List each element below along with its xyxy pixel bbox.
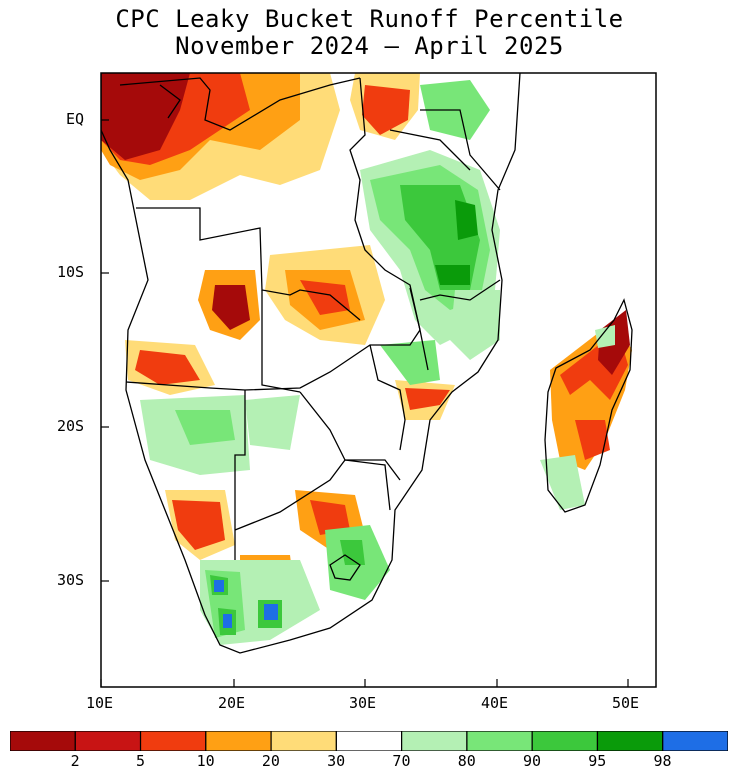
legend-swatch bbox=[466, 731, 533, 751]
legend-tick-label: 2 bbox=[70, 752, 80, 770]
dry-anomalies bbox=[101, 73, 632, 605]
lon-label-10e: 10E bbox=[86, 694, 114, 712]
lat-label-eq: EQ bbox=[66, 110, 85, 128]
legend-swatch bbox=[10, 731, 76, 751]
legend-swatch bbox=[270, 731, 337, 751]
lon-label-50e: 50E bbox=[612, 694, 640, 712]
legend-tick-label: 5 bbox=[135, 752, 145, 770]
legend-tick-label: 95 bbox=[588, 752, 607, 770]
map-title-line1: CPC Leaky Bucket Runoff Percentile bbox=[115, 5, 624, 33]
lon-label-30e: 30E bbox=[349, 694, 377, 712]
lat-label-10s: 10S bbox=[57, 263, 85, 281]
map-field bbox=[101, 73, 633, 654]
legend-swatch bbox=[74, 731, 142, 751]
legend-tick-label: 20 bbox=[261, 752, 280, 770]
legend-tick-label: 30 bbox=[327, 752, 346, 770]
coastline bbox=[101, 73, 521, 654]
legend-swatch bbox=[531, 731, 599, 751]
map-title-line2: November 2024 – April 2025 bbox=[175, 32, 564, 60]
madagascar-coast bbox=[544, 298, 633, 513]
legend-tick-label: 98 bbox=[653, 752, 672, 770]
color-legend-bar bbox=[10, 731, 728, 751]
legend-swatch bbox=[335, 731, 403, 751]
lat-label-30s: 30S bbox=[57, 571, 85, 589]
country-borders bbox=[101, 73, 633, 654]
legend-swatch bbox=[401, 731, 468, 751]
legend-tick-label: 70 bbox=[392, 752, 411, 770]
map-frame bbox=[100, 72, 657, 688]
wet-anomalies bbox=[140, 80, 615, 645]
legend-tick-label: 10 bbox=[196, 752, 215, 770]
legend-swatch bbox=[205, 731, 272, 751]
legend-swatch bbox=[596, 731, 664, 751]
axis-ticks bbox=[100, 119, 629, 687]
legend-swatch bbox=[139, 731, 207, 751]
legend-swatch bbox=[662, 731, 728, 751]
legend-tick-label: 90 bbox=[522, 752, 542, 770]
lon-label-40e: 40E bbox=[481, 694, 509, 712]
lon-label-20e: 20E bbox=[218, 694, 246, 712]
legend-tick-label: 80 bbox=[457, 752, 476, 770]
lat-label-20s: 20S bbox=[57, 417, 85, 435]
